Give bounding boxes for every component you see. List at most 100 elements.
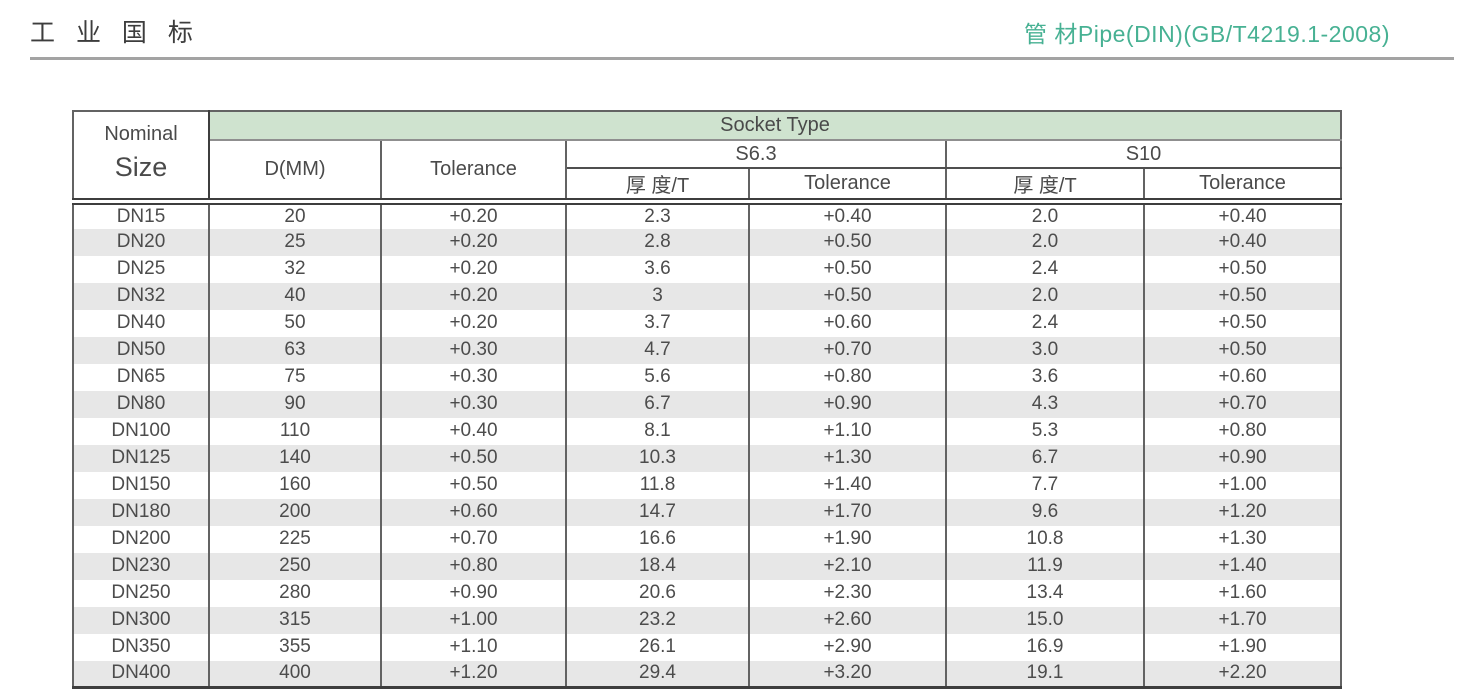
cell-d-tolerance: +0.80 [380, 552, 567, 580]
cell-s10-thickness: 2.4 [945, 309, 1145, 337]
cell-d-tolerance: +0.20 [380, 282, 567, 310]
cell-s10-tolerance: +0.40 [1142, 198, 1343, 229]
cell-nominal-size: DN32 [72, 282, 210, 310]
cell-s10-tolerance: +0.50 [1142, 309, 1343, 337]
cell-s63-thickness: 18.4 [565, 552, 750, 580]
cell-s63-tolerance: +0.40 [748, 198, 947, 229]
table-row: DN65 75 +0.30 5.6 +0.80 3.6 +0.60 [72, 363, 1343, 391]
cell-d-mm: 355 [208, 633, 382, 661]
cell-d-tolerance: +0.70 [380, 525, 567, 553]
cell-s63-thickness: 4.7 [565, 336, 750, 364]
cell-s63-tolerance: +2.60 [748, 606, 947, 634]
cell-nominal-size: DN200 [72, 525, 210, 553]
cell-s63-tolerance: +3.20 [748, 660, 947, 689]
cell-s63-tolerance: +1.40 [748, 471, 947, 499]
cell-s63-thickness: 2.3 [565, 198, 750, 229]
header-s63-tolerance: Tolerance [748, 167, 947, 203]
cell-nominal-size: DN300 [72, 606, 210, 634]
cell-s10-tolerance: +0.70 [1142, 390, 1343, 418]
header-s10: S10 [944, 139, 1343, 169]
cell-s63-tolerance: +0.70 [748, 336, 947, 364]
cell-s10-thickness: 15.0 [945, 606, 1145, 634]
cell-s63-thickness: 3.7 [565, 309, 750, 337]
cell-s63-thickness: 23.2 [565, 606, 750, 634]
header-size-label: Size [114, 151, 168, 182]
cell-nominal-size: DN230 [72, 552, 210, 580]
cell-s63-tolerance: +0.90 [748, 390, 947, 418]
table-header: Nominal Size Socket Type D(MM) Tolerance… [72, 110, 1343, 203]
cell-nominal-size: DN250 [72, 579, 210, 607]
header-d-mm: D(MM) [208, 139, 382, 203]
header-row-socket: Nominal Size Socket Type [72, 110, 1343, 203]
page-title-chinese: 工 业 国 标 [30, 19, 200, 47]
cell-d-mm: 40 [208, 282, 382, 310]
cell-d-tolerance: +0.30 [380, 363, 567, 391]
cell-s10-tolerance: +0.40 [1142, 228, 1343, 256]
cell-d-mm: 25 [208, 228, 382, 256]
cell-s63-thickness: 5.6 [565, 363, 750, 391]
cell-s63-tolerance: +2.30 [748, 579, 947, 607]
cell-d-tolerance: +0.30 [380, 390, 567, 418]
cell-d-mm: 200 [208, 498, 382, 526]
table-row: DN15 20 +0.20 2.3 +0.40 2.0 +0.40 [72, 198, 1343, 229]
header-divider [30, 57, 1454, 60]
cell-d-tolerance: +0.90 [380, 579, 567, 607]
cell-d-tolerance: +0.40 [380, 417, 567, 445]
cell-s63-thickness: 3 [565, 282, 750, 310]
cell-s63-thickness: 14.7 [565, 498, 750, 526]
header-s10-thickness: 厚 度/T [945, 167, 1145, 203]
cell-d-mm: 250 [208, 552, 382, 580]
cell-nominal-size: DN20 [72, 228, 210, 256]
cell-s10-tolerance: +1.20 [1142, 498, 1343, 526]
cell-nominal-size: DN50 [72, 336, 210, 364]
header-s63: S6.3 [565, 139, 947, 169]
cell-nominal-size: DN25 [72, 255, 210, 283]
cell-s10-thickness: 16.9 [945, 633, 1145, 661]
cell-s63-tolerance: +0.80 [748, 363, 947, 391]
cell-d-tolerance: +1.10 [380, 633, 567, 661]
cell-d-mm: 90 [208, 390, 382, 418]
cell-s63-tolerance: +2.10 [748, 552, 947, 580]
cell-s10-tolerance: +0.90 [1142, 444, 1343, 472]
cell-d-tolerance: +1.20 [380, 660, 567, 689]
table-row: DN125 140 +0.50 10.3 +1.30 6.7 +0.90 [72, 444, 1343, 472]
cell-d-mm: 140 [208, 444, 382, 472]
cell-s10-thickness: 7.7 [945, 471, 1145, 499]
cell-s63-thickness: 11.8 [565, 471, 750, 499]
header-row-series: D(MM) Tolerance S6.3 S10 [73, 139, 1343, 203]
cell-d-tolerance: +0.20 [380, 309, 567, 337]
table-row: DN250 280 +0.90 20.6 +2.30 13.4 +1.60 [72, 579, 1343, 607]
cell-s10-thickness: 2.4 [945, 255, 1145, 283]
cell-d-mm: 280 [208, 579, 382, 607]
cell-nominal-size: DN15 [72, 198, 210, 229]
cell-s10-tolerance: +1.00 [1142, 471, 1343, 499]
cell-s10-thickness: 11.9 [945, 552, 1145, 580]
cell-s10-thickness: 2.0 [945, 228, 1145, 256]
table-row: DN200 225 +0.70 16.6 +1.90 10.8 +1.30 [72, 525, 1343, 553]
table-row: DN350 355 +1.10 26.1 +2.90 16.9 +1.90 [72, 633, 1343, 661]
table-row: DN180 200 +0.60 14.7 +1.70 9.6 +1.20 [72, 498, 1343, 526]
cell-nominal-size: DN40 [72, 309, 210, 337]
cell-s10-thickness: 2.0 [945, 282, 1145, 310]
cell-s10-tolerance: +0.60 [1142, 363, 1343, 391]
cell-d-tolerance: +0.20 [380, 228, 567, 256]
cell-s10-thickness: 9.6 [945, 498, 1145, 526]
cell-s63-thickness: 20.6 [565, 579, 750, 607]
cell-d-mm: 400 [208, 660, 382, 689]
cell-nominal-size: DN100 [72, 417, 210, 445]
cell-s10-tolerance: +1.40 [1142, 552, 1343, 580]
table-row: DN50 63 +0.30 4.7 +0.70 3.0 +0.50 [72, 336, 1343, 364]
cell-s63-tolerance: +2.90 [748, 633, 947, 661]
table-row: DN32 40 +0.20 3 +0.50 2.0 +0.50 [72, 282, 1343, 310]
cell-s63-tolerance: +1.30 [748, 444, 947, 472]
header-row-sub: 厚 度/T Tolerance 厚 度/T Tolerance [73, 167, 1343, 203]
cell-s10-tolerance: +0.50 [1142, 255, 1343, 283]
cell-s63-thickness: 26.1 [565, 633, 750, 661]
cell-s10-thickness: 6.7 [945, 444, 1145, 472]
cell-d-tolerance: +0.20 [380, 198, 567, 229]
cell-s63-thickness: 8.1 [565, 417, 750, 445]
cell-nominal-size: DN400 [72, 660, 210, 689]
cell-s63-tolerance: +0.50 [748, 255, 947, 283]
cell-s10-thickness: 3.6 [945, 363, 1145, 391]
